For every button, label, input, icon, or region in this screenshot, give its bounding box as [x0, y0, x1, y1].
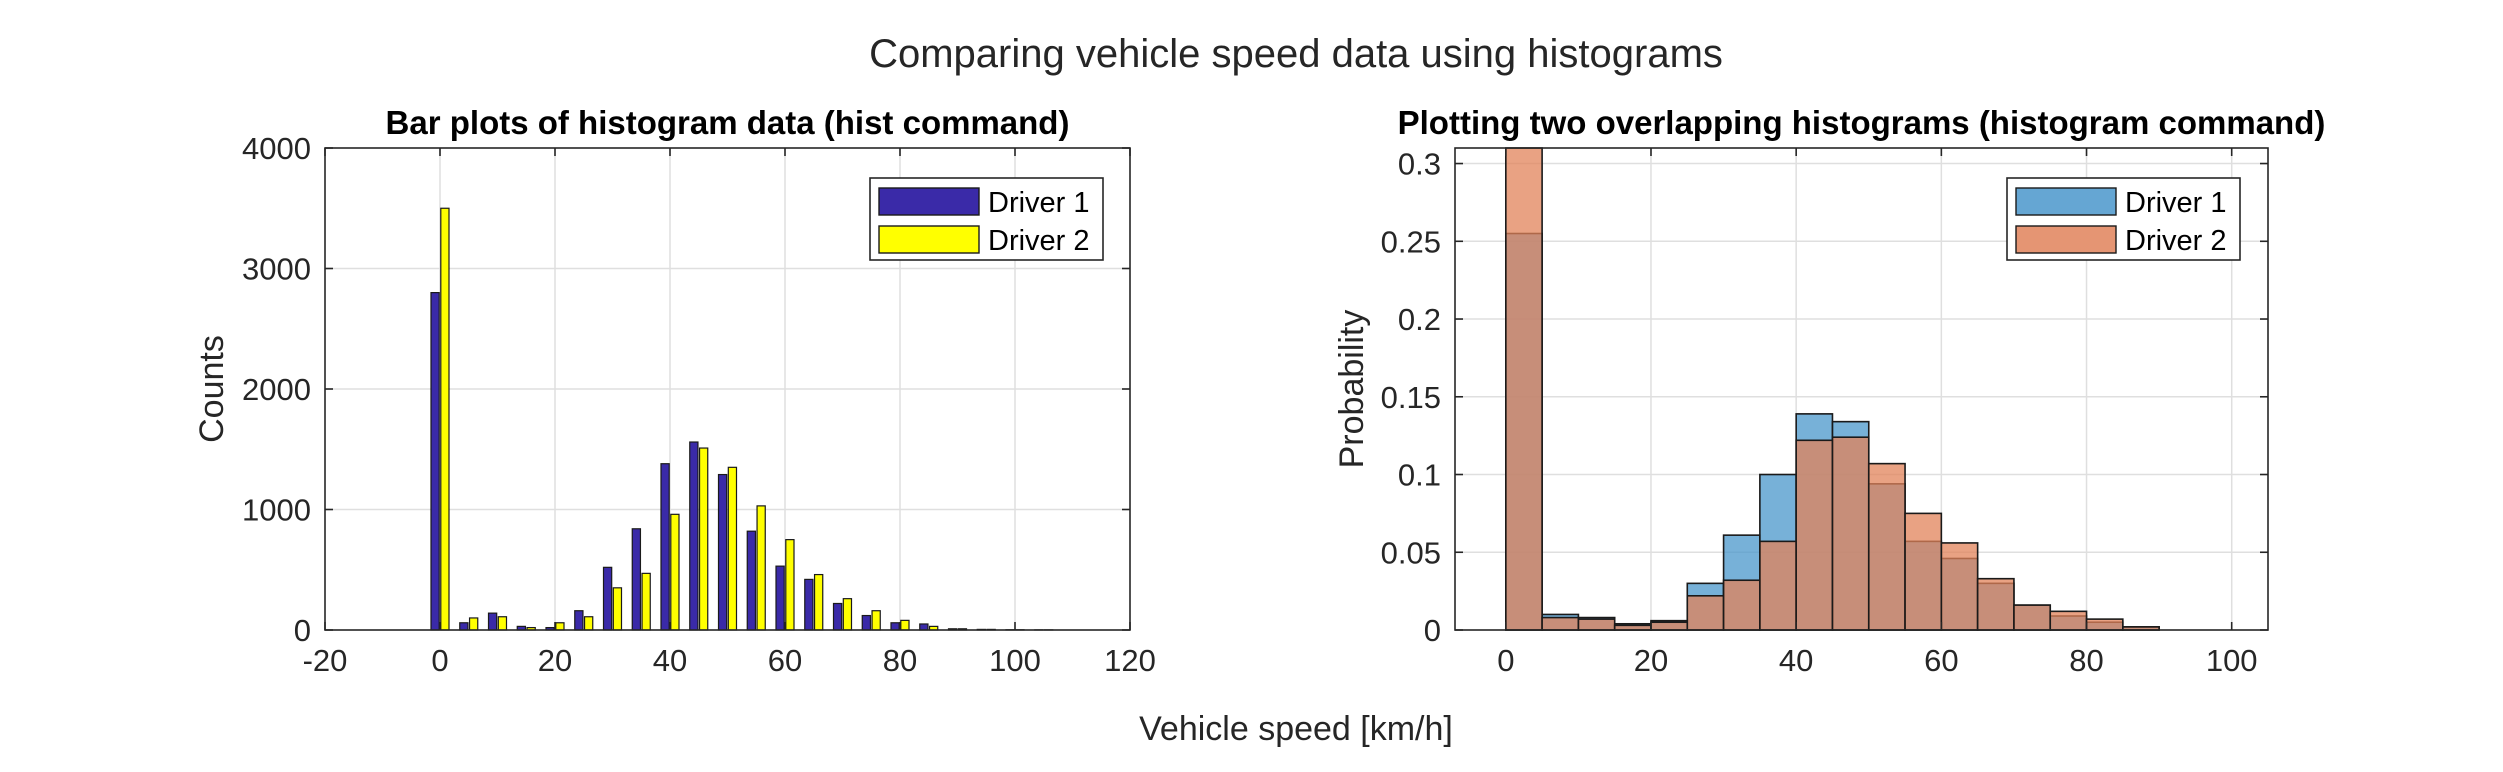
driver-2-probability-bin — [1831, 436, 1870, 631]
right-y-tick-label: 0.25 — [1381, 224, 1441, 259]
driver-1-count-bar — [430, 292, 440, 631]
left-x-tick-label: 60 — [768, 643, 802, 678]
driver-2-probability-bin — [1940, 542, 1979, 631]
driver-2-probability-bin — [1686, 594, 1725, 631]
driver-1-count-bar — [631, 528, 642, 631]
right-y-axis-label: Probability — [1333, 310, 1371, 469]
left-y-tick-label: 2000 — [242, 372, 311, 407]
driver-2-count-bar — [698, 447, 709, 631]
driver-2-probability-bin — [1722, 579, 1761, 631]
right-y-tick-label: 0 — [1424, 613, 1441, 648]
driver-1-count-bar — [775, 565, 785, 631]
left-x-tick-label: -20 — [303, 643, 348, 678]
left-x-tick-label: 20 — [538, 643, 572, 678]
driver-1-count-bar — [890, 622, 900, 631]
right-y-tick-label: 0.15 — [1381, 380, 1441, 415]
driver-1-count-bar — [746, 530, 757, 631]
driver-1-count-bar — [602, 566, 613, 631]
driver-1-count-bar — [660, 463, 670, 631]
driver-1-count-bar — [919, 623, 929, 631]
left-legend-swatch — [878, 225, 980, 254]
right-x-tick-label: 60 — [1924, 643, 1958, 678]
driver-2-probability-bin — [1577, 618, 1616, 631]
left-legend: Driver 1 Driver 2 — [869, 177, 1104, 261]
driver-2-count-bar — [842, 598, 853, 631]
right-y-tick-label: 0.05 — [1381, 535, 1441, 570]
left-x-tick-label: 120 — [1104, 643, 1156, 678]
driver-2-count-bar — [900, 619, 910, 631]
driver-2-count-bar — [756, 505, 766, 631]
driver-1-count-bar — [459, 622, 469, 631]
driver-2-probability-bin — [1795, 439, 1834, 631]
right-legend-label: Driver 2 — [2125, 225, 2227, 257]
right-x-tick-label: 20 — [1634, 643, 1668, 678]
left-legend-label: Driver 1 — [988, 187, 1090, 219]
driver-2-probability-bin — [1976, 577, 2015, 631]
right-bars — [1505, 147, 2160, 631]
left-y-tick-label: 4000 — [242, 131, 311, 166]
right-chart-title: Plotting two overlapping histograms (his… — [1398, 104, 2326, 141]
right-ticks: 0 20 40 60 80 100 0 0.05 0.1 0.15 0.2 0.25 0.3 — [1381, 147, 2268, 678]
driver-2-probability-bin — [2085, 618, 2124, 631]
right-histogram-chart: 0 20 40 60 80 100 0 0.05 0.1 0.15 0.2 0.25 0.3 Plott… — [1333, 104, 2325, 678]
driver-2-probability-bin — [2049, 610, 2088, 631]
left-legend-label: Driver 2 — [988, 225, 1090, 257]
right-x-tick-label: 80 — [2069, 643, 2103, 678]
driver-2-probability-bin — [1904, 512, 1943, 631]
left-x-tick-label: 100 — [989, 643, 1041, 678]
right-legend-swatch — [2015, 225, 2117, 254]
driver-2-count-bar — [555, 622, 565, 631]
left-y-tick-label: 0 — [294, 613, 311, 648]
driver-2-probability-bin — [1759, 540, 1797, 631]
driver-1-count-bar — [689, 441, 699, 631]
right-legend-swatch — [2015, 187, 2117, 216]
right-axes-frame — [1454, 147, 2269, 631]
driver-2-probability-bin — [1650, 621, 1689, 631]
shared-x-axis-label: Vehicle speed [km/h] — [1139, 710, 1453, 748]
driver-2-count-bar — [785, 539, 795, 631]
right-x-tick-label: 40 — [1779, 643, 1813, 678]
driver-2-probability-bin — [1867, 462, 1906, 631]
driver-2-probability-bin — [1541, 616, 1580, 631]
right-y-tick-label: 0.1 — [1398, 458, 1441, 493]
driver-2-count-bar — [440, 207, 450, 631]
left-x-tick-label: 40 — [653, 643, 687, 678]
left-bars — [430, 207, 1054, 631]
driver-1-count-bar — [487, 612, 498, 631]
left-y-axis-label: Counts — [193, 335, 231, 443]
right-y-tick-label: 0.3 — [1398, 147, 1441, 182]
driver-1-count-bar — [717, 473, 728, 631]
right-legend-label: Driver 1 — [2125, 187, 2227, 219]
driver-2-count-bar — [468, 617, 479, 631]
right-legend: Driver 1 Driver 2 — [2006, 177, 2241, 261]
left-x-tick-label: 80 — [883, 643, 917, 678]
driver-2-count-bar — [813, 573, 824, 631]
driver-2-probability-bin — [1505, 147, 1543, 631]
driver-2-probability-bin — [2013, 604, 2052, 631]
driver-1-count-bar — [861, 614, 872, 631]
right-x-tick-label: 0 — [1497, 643, 1514, 678]
driver-2-count-bar — [727, 466, 738, 631]
right-y-tick-label: 0.2 — [1398, 302, 1441, 337]
left-y-tick-label: 3000 — [242, 252, 311, 287]
left-y-tick-label: 1000 — [242, 493, 311, 528]
left-legend-swatch — [878, 187, 980, 216]
driver-2-count-bar — [871, 610, 881, 631]
driver-2-count-bar — [583, 616, 594, 631]
figure-title: Comparing vehicle speed data using histo… — [869, 32, 1723, 76]
driver-1-count-bar — [804, 578, 814, 631]
driver-1-count-bar — [832, 602, 843, 631]
driver-2-count-bar — [670, 513, 680, 631]
left-chart-title: Bar plots of histogram data (hist comman… — [386, 104, 1070, 141]
left-x-tick-label: 0 — [431, 643, 448, 678]
driver-2-count-bar — [641, 572, 651, 631]
driver-2-count-bar — [497, 616, 508, 631]
driver-2-count-bar — [612, 587, 623, 631]
driver-1-count-bar — [574, 610, 584, 631]
right-x-tick-label: 100 — [2206, 643, 2258, 678]
